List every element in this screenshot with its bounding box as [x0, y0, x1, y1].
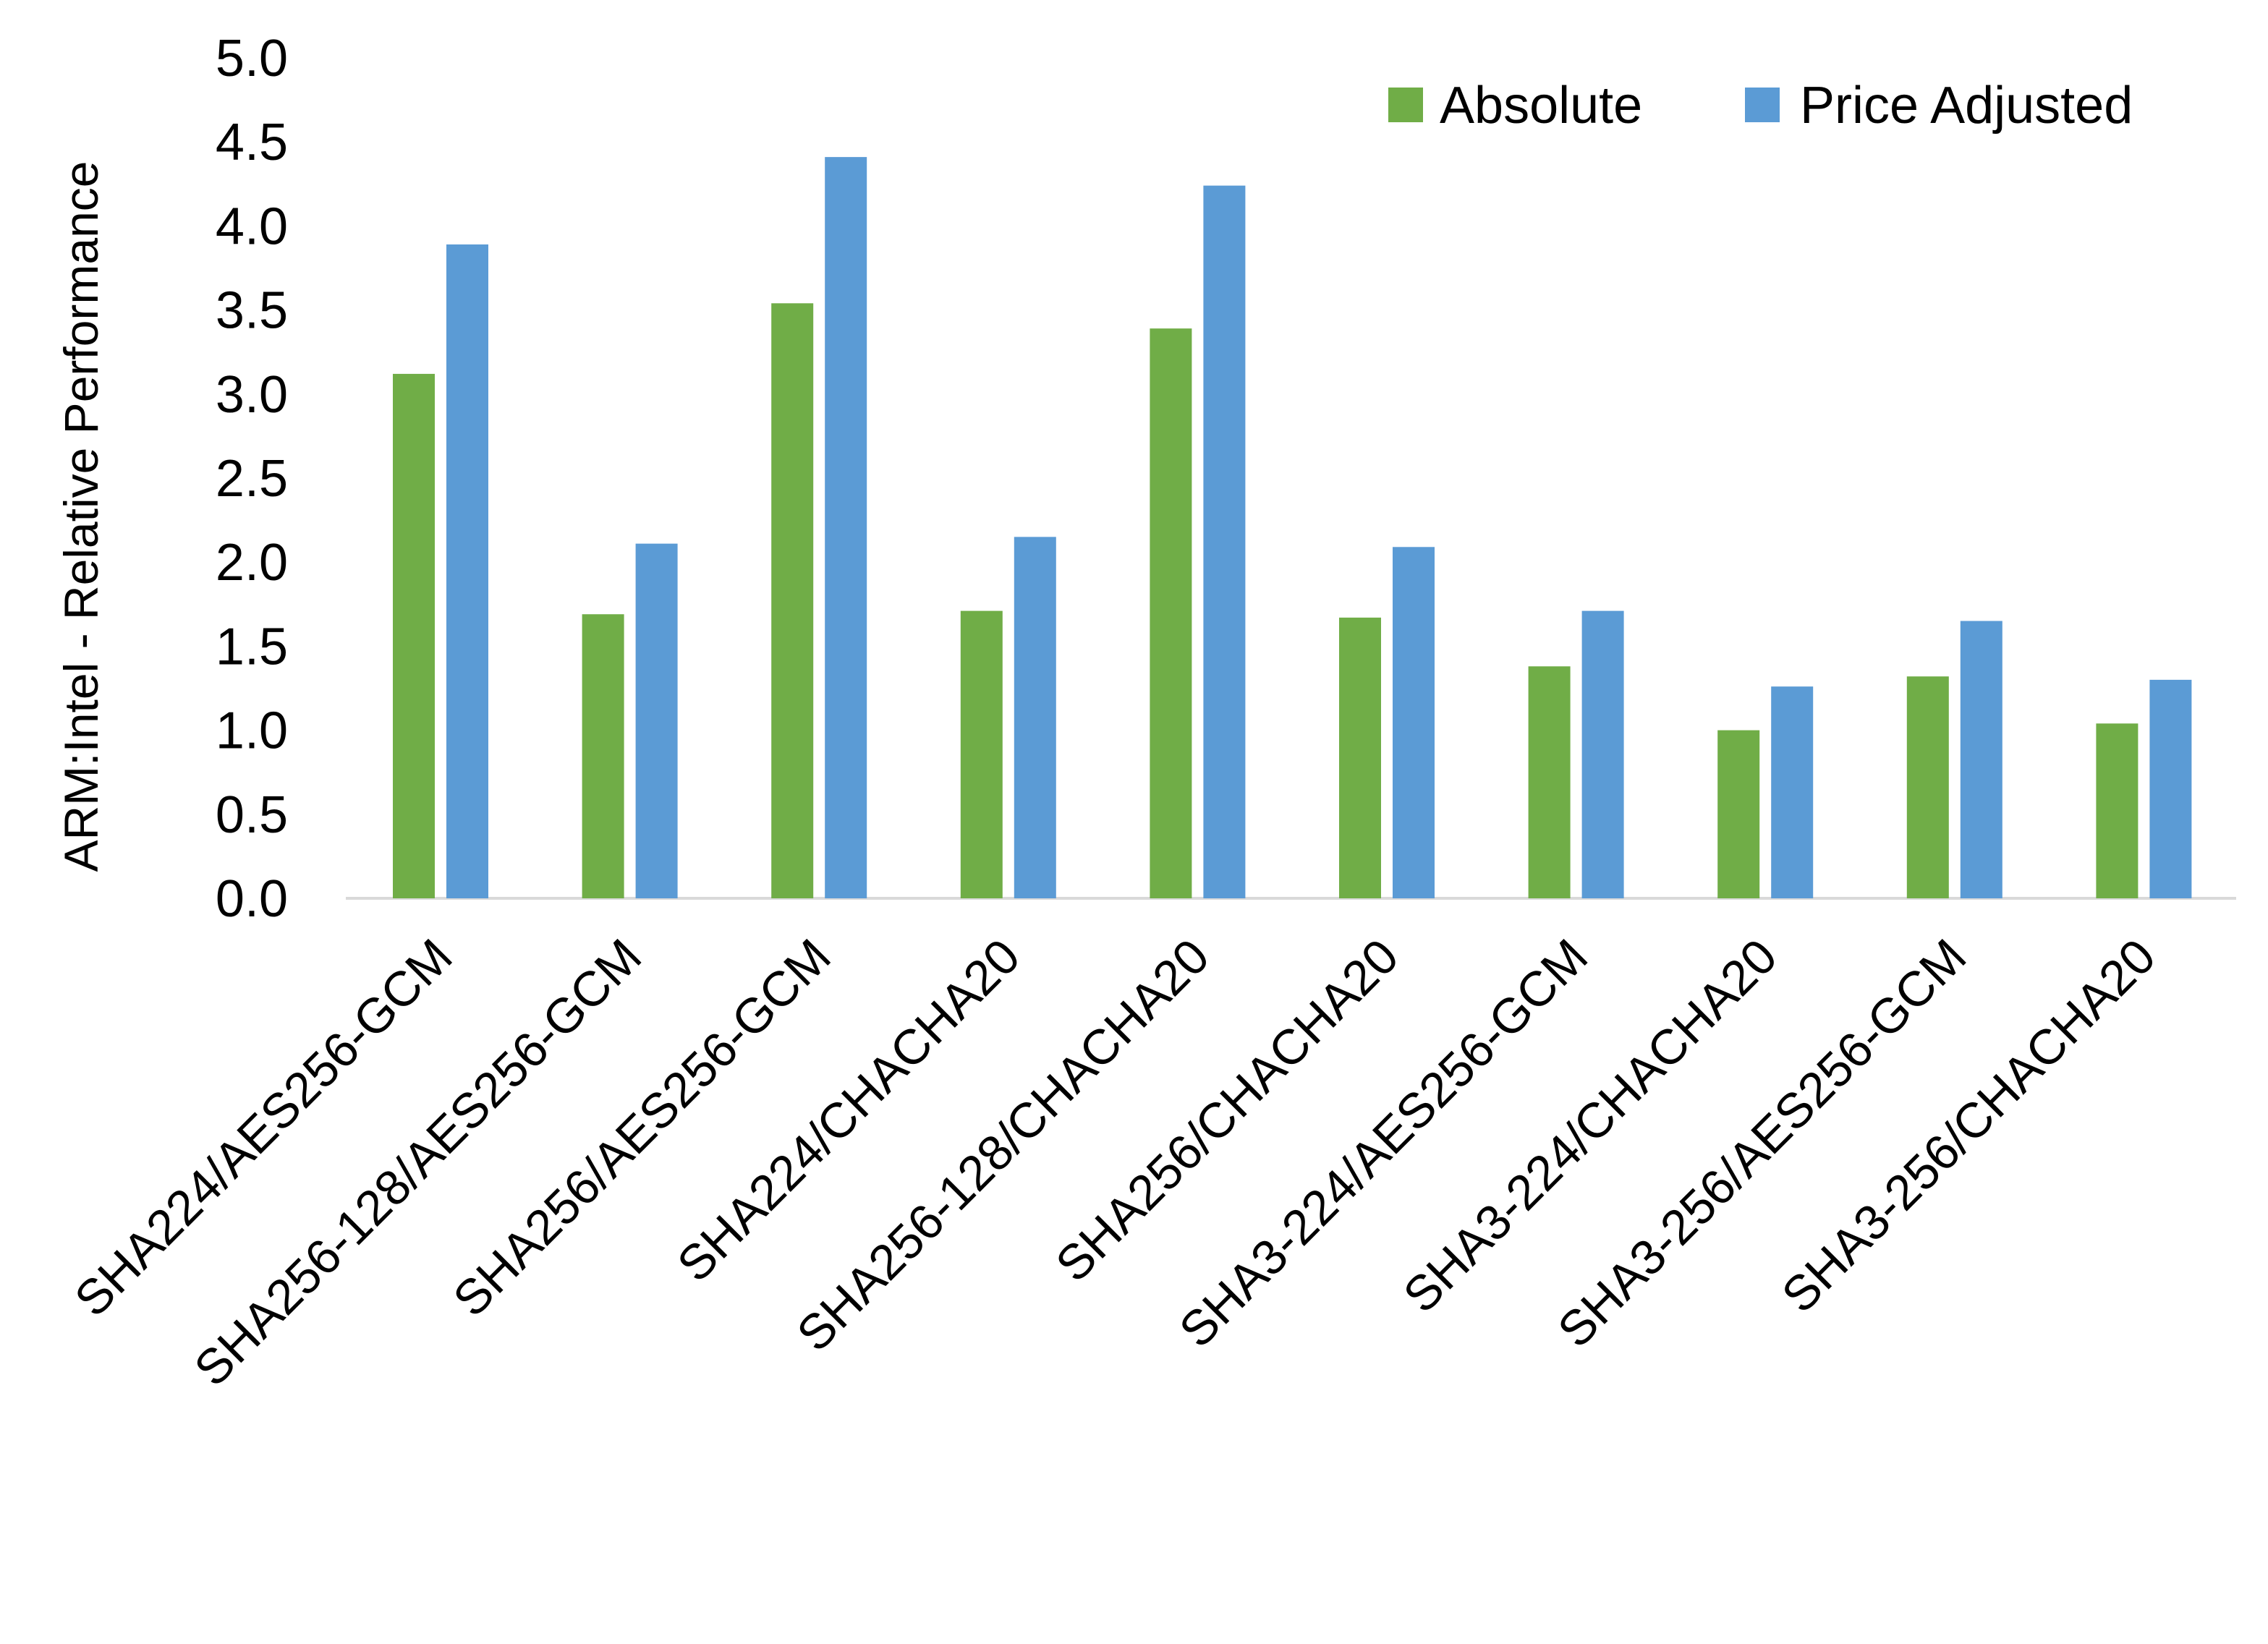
bar-absolute	[1717, 730, 1760, 898]
x-axis-labels: SHA224/AES256-GCMSHA256-128/AES256-GCMSH…	[64, 929, 2166, 1397]
bar-price-adjusted	[1581, 610, 1624, 898]
bar-price-adjusted	[1960, 621, 2002, 898]
bar-absolute	[2096, 723, 2139, 898]
x-tick-label: SHA3-224/CHACHA20	[1393, 929, 1787, 1323]
bar-price-adjusted	[825, 157, 867, 899]
bar-price-adjusted	[446, 244, 488, 898]
x-tick-label: SHA256/CHACHA20	[1045, 929, 1409, 1292]
y-tick-label: 4.0	[216, 197, 288, 255]
y-tick-label: 1.5	[216, 618, 288, 676]
legend-swatch-absolute	[1388, 88, 1423, 122]
legend-swatch-price-adjusted	[1745, 88, 1780, 122]
y-tick-label: 5.0	[216, 30, 288, 88]
bar-absolute	[1339, 617, 1381, 898]
y-axis-title: ARM:Intel - Relative Performance	[54, 161, 108, 872]
bar-price-adjusted	[2149, 679, 2192, 898]
y-tick-label: 3.5	[216, 282, 288, 340]
bar-absolute	[771, 303, 814, 899]
bar-absolute	[582, 614, 624, 898]
bar-price-adjusted	[1771, 686, 1814, 898]
x-tick-label: SHA224/CHACHA20	[667, 929, 1031, 1292]
bar-absolute	[393, 373, 435, 898]
y-axis-ticks: 0.0 0.5 1.0 1.5 2.0 2.5 3.0 3.5 4.0 4.5 5.0	[216, 30, 288, 928]
bar-price-adjusted	[1203, 185, 1246, 898]
bar-absolute	[1150, 328, 1192, 898]
bar-absolute	[960, 610, 1003, 898]
bar-absolute	[1528, 666, 1571, 898]
y-tick-label: 2.5	[216, 450, 288, 508]
y-tick-label: 1.0	[216, 702, 288, 760]
y-tick-label: 0.5	[216, 786, 288, 844]
bar-absolute	[1906, 676, 1949, 898]
x-tick-label: SHA256/AES256-GCM	[443, 929, 841, 1327]
bar-price-adjusted	[1014, 537, 1056, 898]
x-tick-label: SHA3-256/CHACHA20	[1772, 929, 2166, 1323]
bar-price-adjusted	[635, 543, 678, 898]
legend: Absolute Price Adjusted	[1388, 77, 2133, 135]
x-tick-label: SHA224/AES256-GCM	[64, 929, 463, 1327]
legend-label-price-adjusted: Price Adjusted	[1800, 77, 2133, 135]
y-tick-label: 4.5	[216, 114, 288, 171]
y-tick-label: 0.0	[216, 870, 288, 928]
legend-label-absolute: Absolute	[1440, 77, 1642, 135]
bar-price-adjusted	[1393, 547, 1435, 898]
bars	[393, 157, 2192, 899]
y-tick-label: 3.0	[216, 366, 288, 424]
y-tick-label: 2.0	[216, 534, 288, 592]
